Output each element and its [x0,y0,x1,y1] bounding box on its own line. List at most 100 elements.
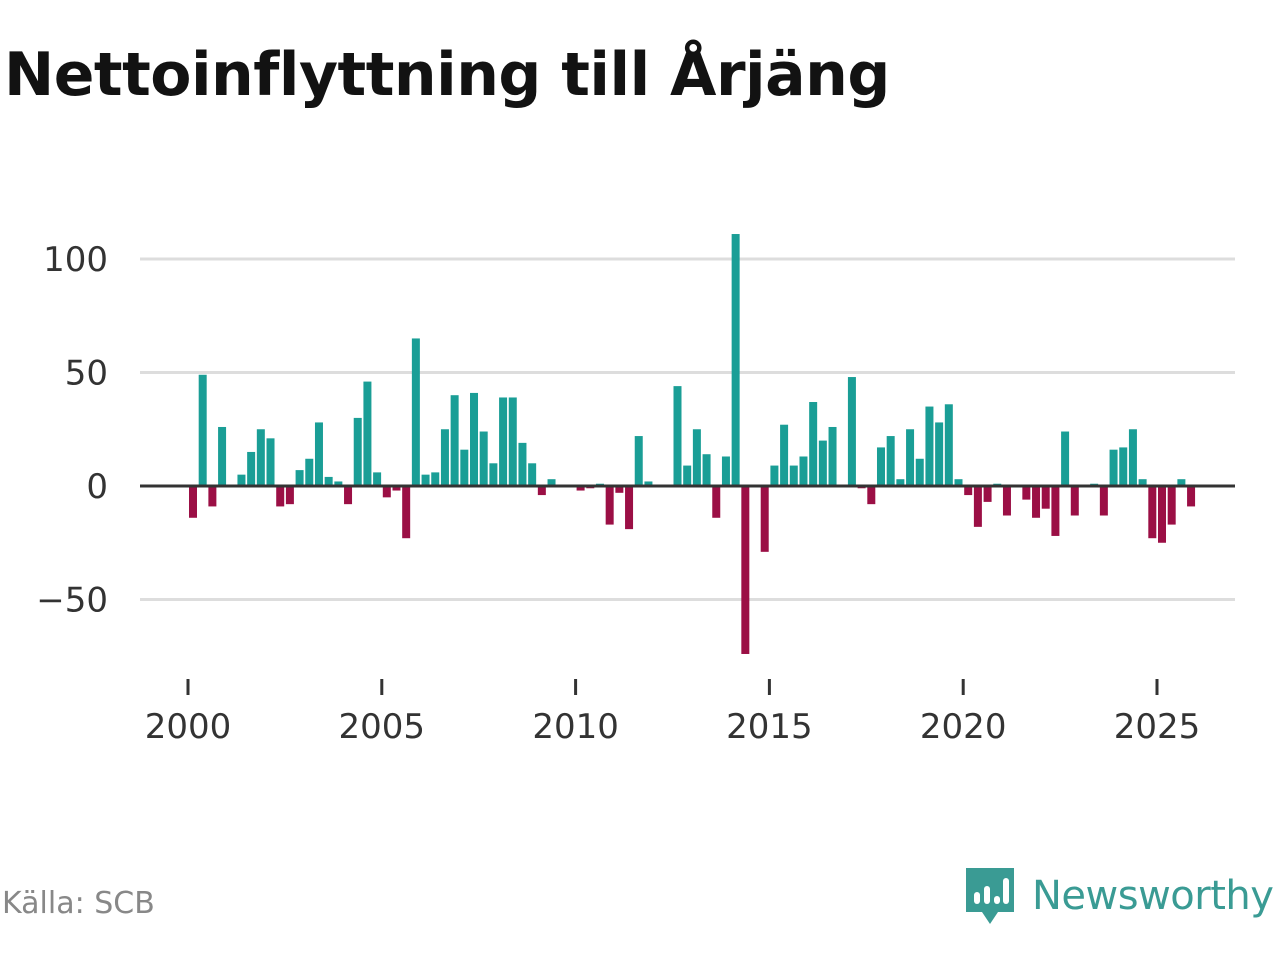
bar [692,429,701,486]
bar [344,486,353,505]
bar [954,479,963,486]
bar [625,486,634,530]
bar [789,465,798,486]
bar [760,486,769,552]
y-tick-label: −50 [36,581,108,621]
bar [198,374,207,486]
bar [896,479,905,486]
bar [237,474,246,486]
bar [1002,486,1011,516]
x-tick-label: 2025 [1114,707,1201,747]
bar [683,465,692,486]
bar [247,451,256,486]
bar [915,458,924,486]
bar [218,426,227,486]
bar [721,456,730,486]
bar [867,486,876,505]
x-tick-label: 2005 [339,707,426,747]
y-tick-label: 50 [65,354,108,394]
bar [353,417,362,486]
bar [324,476,333,486]
bar [295,470,304,486]
bar [460,449,469,486]
brand-name: Newsworthy [1032,873,1274,919]
bar [1051,486,1060,536]
grid-layer [140,257,1235,601]
bar [411,338,420,486]
bar [1128,429,1137,486]
bar [305,458,314,486]
bar [615,486,624,493]
bar [925,406,934,486]
bar [780,424,789,486]
bar [702,454,711,486]
bar [528,463,537,486]
bar [673,386,682,486]
bar [266,438,275,486]
bar [1061,431,1070,486]
bar [886,436,895,486]
bar [208,486,217,507]
bar [799,456,808,486]
x-tick-label: 2010 [532,707,619,747]
bar [1138,479,1147,486]
bar [1041,486,1050,509]
bar [499,397,508,486]
bar [373,472,382,486]
bar [1177,479,1186,486]
bar [644,481,653,486]
bar [518,442,527,486]
bar [1099,486,1108,516]
bar [431,472,440,486]
bar [256,429,265,486]
x-tick-label: 2015 [726,707,813,747]
bar [402,486,411,539]
bar [906,429,915,486]
bar [547,479,556,486]
bar [944,404,953,486]
bar [731,234,740,486]
bar [847,377,856,486]
bar [334,481,343,486]
bar [1158,486,1166,543]
bar [363,381,372,486]
bar [392,486,401,491]
bar [1022,486,1031,500]
bar [741,486,750,654]
bar [189,486,197,518]
bar [973,486,982,527]
bar [634,436,643,486]
bar [964,486,973,496]
bar [576,486,585,491]
bar [605,486,614,525]
bar [440,429,449,486]
bar [983,486,992,502]
bar [382,486,391,498]
bar [479,431,488,486]
bar [809,402,818,486]
bar [470,392,479,486]
bar [876,447,885,486]
bar-layer [189,234,1196,654]
bar [935,422,944,486]
bar [770,465,779,486]
x-tick-label: 2020 [920,707,1007,747]
chart-title: Nettoinflyttning till Årjäng [4,40,890,110]
bar [537,486,546,496]
bar [1109,449,1118,486]
bar [1187,486,1196,507]
bar [421,474,430,486]
brand-logo[interactable]: Newsworthy [964,866,1274,926]
bar [1119,447,1128,486]
bar [489,463,498,486]
bar [508,397,517,486]
bar [285,486,294,505]
bar [818,440,827,486]
y-tick-label: 0 [86,467,108,507]
bar [1032,486,1041,518]
bar [828,426,837,486]
y-tick-label: 100 [43,240,108,280]
bar [712,486,721,518]
source-label: Källa: SCB [2,886,155,921]
